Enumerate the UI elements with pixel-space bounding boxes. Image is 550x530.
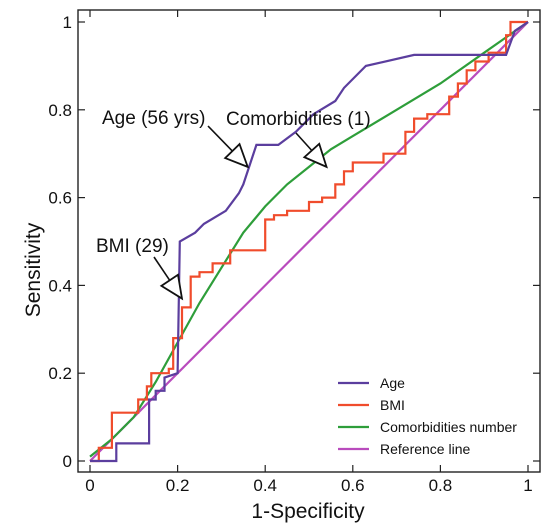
annotation-arrow-shaft <box>295 132 313 152</box>
x-tick-label: 0.6 <box>341 476 365 495</box>
x-tick-label: 0.4 <box>253 476 277 495</box>
series-line-age <box>90 21 529 463</box>
plot-frame <box>77 9 541 473</box>
legend-label: Reference line <box>380 441 470 457</box>
series-line-bmi <box>90 20 528 463</box>
y-tick-label: 0.2 <box>48 364 72 383</box>
x-tick-label: 0.8 <box>429 476 453 495</box>
annotation-arrow-head <box>302 142 328 169</box>
y-tick-label: 0.8 <box>48 101 72 120</box>
annotation-arrow-head <box>223 142 250 169</box>
annotation-arrow-shaft <box>153 256 171 281</box>
annotation-arrow-shaft <box>207 125 233 152</box>
legend: Age BMI Comorbidities number Reference line <box>338 375 517 457</box>
annotation-label: Comorbidities (1) <box>226 109 371 130</box>
annotations: Age (56 yrs) Comorbidities (1) BMI (29) <box>96 108 371 301</box>
x-tick-label: 1 <box>523 476 532 495</box>
y-tick-label: 0.6 <box>48 189 72 208</box>
series-line-reference-line <box>89 21 529 462</box>
legend-label: Age <box>380 375 405 391</box>
legend-label: Comorbidities number <box>380 419 517 435</box>
legend-label: BMI <box>380 397 405 413</box>
y-tick-label: 0.4 <box>48 276 72 295</box>
annotation-arrow-head <box>159 273 184 301</box>
plot-border <box>77 9 541 473</box>
x-axis-title: 1-Specificity <box>251 500 365 523</box>
series-line-comorbidities-number <box>89 21 529 458</box>
y-tick-label: 1 <box>63 13 72 32</box>
y-tick-label: 0 <box>63 452 72 471</box>
annotation-label: BMI (29) <box>96 236 169 257</box>
annotation-label: Age (56 yrs) <box>102 108 205 129</box>
axis-ticks: 00 0.2 0.2 0.4 0.4 0.6 0.6 0.8 0.8 1 1 <box>48 10 540 495</box>
series-lines <box>89 20 529 463</box>
x-tick-label: 0.2 <box>166 476 190 495</box>
x-tick-label: 0 <box>85 476 94 495</box>
y-axis-title: Sensitivity <box>22 222 45 317</box>
